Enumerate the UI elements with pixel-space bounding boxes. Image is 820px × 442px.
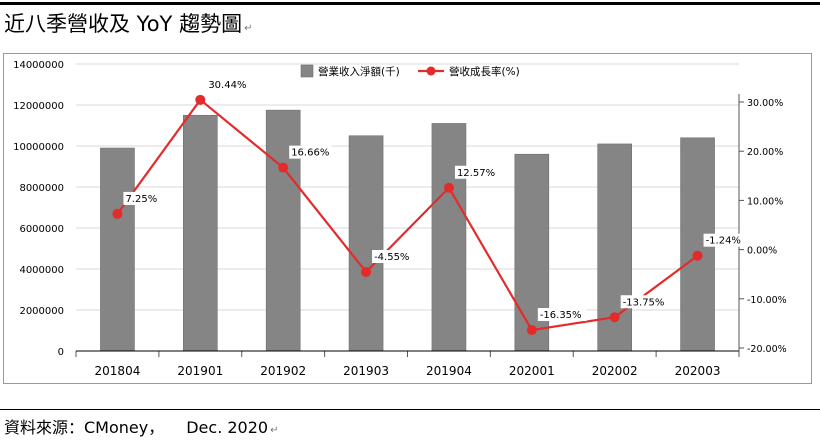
- source-note: 資料來源：CMoney， Dec. 2020 ↵: [4, 417, 278, 442]
- revenue-bar: [183, 114, 218, 352]
- y-left-tick-label: 2000000: [19, 306, 64, 317]
- y-left-tick-label: 10000000: [13, 142, 64, 153]
- growth-rate-point: [195, 94, 206, 105]
- revenue-bar: [100, 147, 135, 352]
- legend-line-marker: [426, 66, 436, 76]
- source-label: 資料來源：CMoney，: [4, 418, 165, 437]
- revenue-bar: [348, 135, 384, 352]
- data-label: -4.55%: [374, 252, 409, 263]
- data-label: -16.35%: [540, 310, 582, 321]
- label-layer: 7.25% 30.44% 16.66% -4.55% 12.57% -16.35% -13.…: [123, 77, 746, 322]
- data-label-bg: [372, 249, 415, 263]
- data-label-bg: [454, 165, 498, 179]
- x-tick-label: 201804: [95, 364, 141, 378]
- data-label: 7.25%: [125, 194, 157, 205]
- x-tick-label: 201901: [177, 364, 223, 378]
- growth-rate-point: [692, 250, 703, 261]
- x-tick-label: 202003: [675, 364, 721, 378]
- revenue-bar: [514, 153, 550, 352]
- y-left-tick-label: 4000000: [19, 265, 64, 276]
- x-tick-label: 202001: [509, 364, 555, 378]
- y-left-tick-label: 8000000: [19, 183, 64, 194]
- line-layer: [112, 94, 703, 336]
- axis-layer: 0 2000000 4000000 6000000 8000000 10000000 120…: [13, 60, 787, 378]
- data-label: 16.66%: [291, 148, 329, 159]
- growth-rate-point: [361, 266, 372, 277]
- y-right-tick-label: -20.00%: [747, 344, 787, 355]
- source-date: Dec. 2020: [186, 418, 269, 437]
- y-right-tick-label: 0.00%: [747, 246, 777, 257]
- x-tick-label: 202002: [592, 364, 638, 378]
- paragraph-mark-icon: ↵: [244, 23, 253, 34]
- chart-frame: 0 2000000 4000000 6000000 8000000 10000000 120…: [3, 53, 812, 384]
- data-label-bg: [289, 145, 332, 159]
- page-title: 近八季營收及 YoY 趨勢圖 ↵: [4, 10, 252, 43]
- data-label: 30.44%: [208, 80, 246, 91]
- source-rule: [0, 409, 820, 410]
- page-title-text: 近八季營收及 YoY 趨勢圖: [4, 12, 243, 36]
- y-left-tick-label: 0: [58, 347, 64, 358]
- y-right-tick-label: 10.00%: [747, 196, 783, 207]
- y-right-tick-label: 20.00%: [747, 147, 783, 158]
- top-rule: [0, 2, 820, 5]
- data-label-bg: [123, 191, 160, 205]
- growth-rate-point: [526, 325, 537, 336]
- legend-bar-label: 營業收入淨額(千): [318, 65, 400, 78]
- data-label: 12.57%: [457, 168, 495, 179]
- bar-layer: [100, 109, 715, 352]
- legend-layer: 營業收入淨額(千) 營收成長率(%): [300, 64, 520, 78]
- data-label-bg: [537, 308, 587, 322]
- data-label-bg: [620, 295, 670, 309]
- revenue-bar: [431, 123, 467, 352]
- x-tick-label: 201902: [260, 364, 306, 378]
- legend-bar-swatch: [300, 64, 314, 78]
- data-label-bg: [703, 233, 746, 247]
- y-left-tick-label: 12000000: [13, 101, 64, 112]
- growth-rate-point: [609, 312, 620, 323]
- growth-rate-line: [116, 98, 699, 332]
- y-left-tick-label: 14000000: [13, 60, 64, 71]
- growth-rate-point: [112, 208, 123, 219]
- grid-layer: [76, 63, 739, 311]
- data-label-bg: [206, 77, 249, 91]
- revenue-yoy-chart: 0 2000000 4000000 6000000 8000000 10000000 120…: [13, 60, 787, 378]
- data-label: -1.24%: [706, 236, 741, 247]
- y-right-tick-label: 30.00%: [747, 98, 783, 109]
- legend-line-label: 營收成長率(%): [449, 65, 520, 78]
- data-label: -13.75%: [623, 297, 665, 308]
- y-left-tick-label: 6000000: [19, 224, 64, 235]
- growth-rate-point: [443, 182, 454, 193]
- x-tick-label: 201904: [426, 364, 472, 378]
- x-tick-label: 201903: [343, 364, 389, 378]
- source-paragraph-mark-icon: ↵: [270, 425, 279, 436]
- y-right-tick-label: -10.00%: [747, 295, 787, 306]
- growth-rate-point: [278, 162, 289, 173]
